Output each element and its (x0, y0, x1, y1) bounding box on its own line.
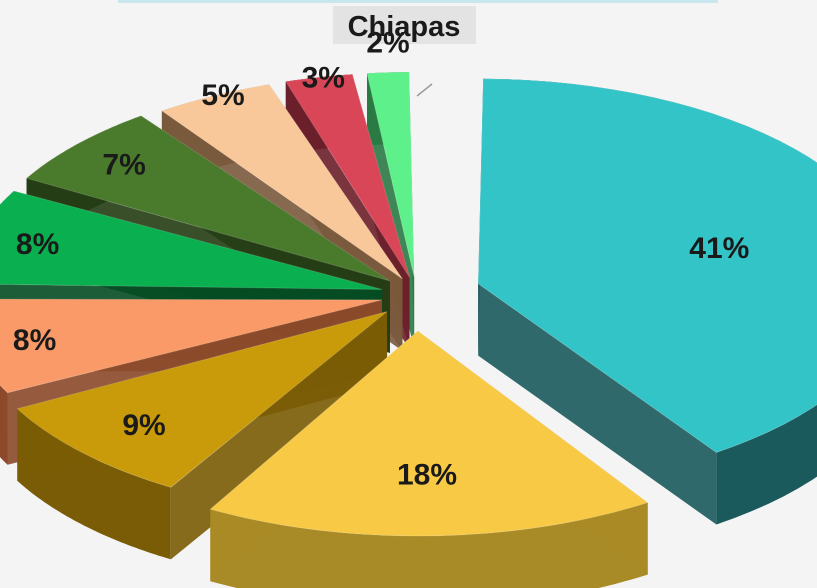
chart-title-background (333, 6, 476, 44)
slice-tops (0, 71, 817, 537)
pie-slice-1 (209, 330, 649, 537)
pie-slice-6 (160, 83, 403, 280)
pie-slice-0 (477, 78, 817, 454)
slice-rim-1 (210, 502, 648, 588)
slice-label-1: 18% (397, 458, 457, 491)
slice-label-5: 7% (102, 149, 145, 182)
slice-labels: 41% 18% 9% 8% 8% 7% 5% 3% 2% (13, 26, 749, 491)
slice-label-4: 8% (16, 228, 59, 261)
slice-label-2: 9% (122, 409, 165, 442)
slice-label-0: 41% (689, 232, 749, 265)
pie-slice-3 (0, 298, 383, 394)
pie-slice-4 (0, 190, 383, 291)
slice-label-3: 8% (13, 324, 56, 357)
chart-title: Chiapas (348, 11, 461, 43)
top-decorative-strip (118, 0, 718, 3)
slice-rim-3 (0, 385, 8, 465)
slice-label-6: 5% (201, 79, 244, 112)
slice-label-8: 2% (366, 26, 409, 59)
slice-wall-0-1 (478, 283, 717, 525)
pie-slice-8 (366, 71, 415, 278)
pie-slice-7 (284, 73, 411, 278)
pie-slice-2 (16, 311, 388, 488)
pie-slice-5 (25, 115, 391, 282)
leader-line (416, 83, 433, 97)
slice-label-7: 3% (302, 61, 345, 94)
